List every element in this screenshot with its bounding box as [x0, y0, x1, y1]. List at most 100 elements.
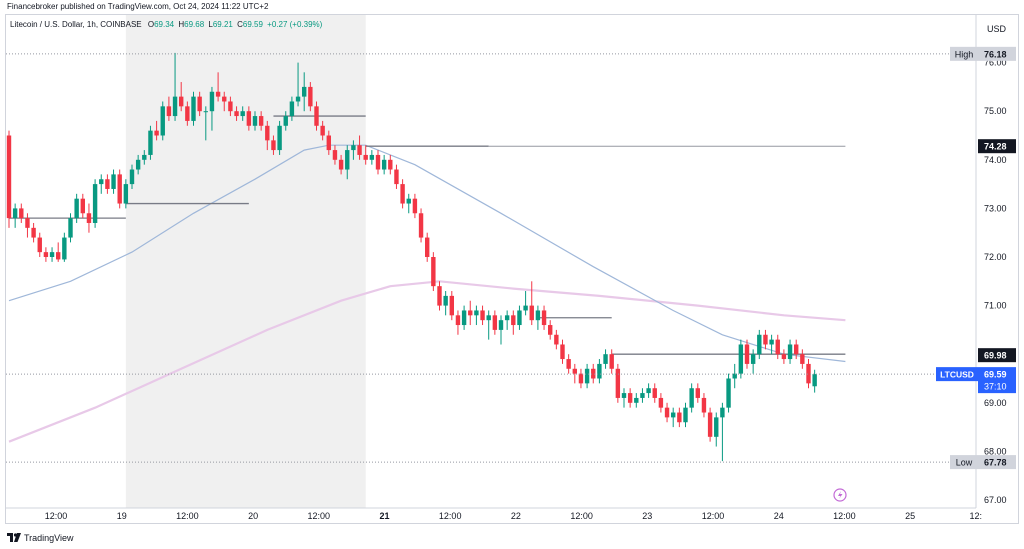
candle-up	[474, 305, 479, 326]
candle-down	[375, 150, 381, 175]
candle-down	[117, 169, 122, 209]
candle-body	[148, 130, 153, 155]
x-tick-time-label: 12:00	[833, 511, 856, 521]
candle-body	[265, 125, 270, 141]
candle-body	[695, 388, 700, 398]
candle-body	[750, 354, 756, 364]
candle-body	[246, 111, 252, 126]
candle-body	[437, 286, 442, 306]
tradingview-brand-label: TradingView	[24, 533, 74, 543]
candle-up	[443, 291, 448, 316]
candle-up	[498, 315, 504, 345]
change-value: +0.27 (+0.39%)	[267, 20, 323, 29]
candle-body	[517, 310, 522, 326]
candle-body	[394, 169, 399, 185]
candle-up	[172, 52, 178, 121]
candle-down	[511, 310, 516, 335]
candle-body	[277, 125, 282, 151]
candle-down	[794, 339, 799, 360]
candle-body	[302, 86, 307, 97]
candle-up	[160, 101, 165, 141]
candle-body	[480, 310, 485, 321]
candle-body	[6, 135, 12, 219]
x-tick-time-label: 12:00	[308, 511, 331, 521]
candle-down	[609, 349, 614, 374]
candle-down	[86, 203, 92, 233]
low-tag-value: 67.78	[984, 458, 1007, 468]
candle-body	[92, 184, 98, 223]
candle-down	[480, 305, 485, 326]
candle-body	[504, 315, 510, 321]
candle-body	[418, 213, 424, 238]
candles	[6, 52, 817, 462]
x-axis-ticks: 12:00 19 12:00 20 12:00 21 12:00 22 12:00 23 12:00…	[45, 511, 982, 521]
candle-down	[418, 208, 424, 243]
candle-up	[603, 349, 608, 369]
candle-body	[271, 140, 276, 151]
candle-body	[351, 145, 356, 151]
candle-up	[68, 213, 73, 243]
y-tick-label: 68.00	[984, 446, 1007, 456]
candle-body	[455, 315, 461, 326]
candle-body	[763, 334, 768, 345]
candle-body	[468, 310, 473, 316]
candle-down	[197, 91, 202, 117]
candle-up	[504, 310, 510, 330]
candle-down	[326, 130, 331, 155]
candle-down	[37, 232, 42, 257]
candle-body	[707, 412, 713, 437]
x-tick-time-label: 12:00	[570, 511, 593, 521]
candle-up	[209, 86, 215, 131]
candle-down	[455, 310, 461, 335]
ma-slow-line	[8, 280, 846, 443]
candle-body	[720, 407, 725, 418]
candle-body	[166, 106, 172, 117]
candle-body	[19, 208, 24, 219]
x-tick-day-label: 25	[905, 511, 915, 521]
candle-body	[179, 96, 184, 107]
candle-body	[222, 96, 227, 102]
candle-body	[123, 184, 129, 204]
candle-up	[517, 305, 522, 330]
candle-body	[185, 106, 190, 121]
symbol-title: Litecoin / U.S. Dollar, 1h, COINBASE	[10, 20, 142, 29]
candle-body	[775, 339, 780, 355]
candle-down	[566, 354, 571, 374]
candle-down	[572, 363, 577, 384]
candle-up	[62, 232, 67, 262]
candle-body	[714, 417, 719, 437]
candle-up	[732, 363, 737, 389]
countdown-value: 37:10	[984, 382, 1007, 392]
tradingview-brand[interactable]: TradingView	[7, 533, 74, 543]
candle-body	[554, 334, 559, 345]
candle-down	[412, 193, 418, 219]
candle-up	[135, 154, 141, 175]
candle-body	[37, 237, 42, 253]
candle-body	[154, 130, 159, 136]
candle-body	[812, 374, 817, 387]
candle-body	[800, 354, 805, 364]
alert-icon[interactable]	[833, 488, 847, 502]
candle-down	[308, 82, 313, 112]
candle-down	[19, 203, 24, 223]
symbol-box	[936, 367, 978, 382]
candle-body	[461, 310, 467, 326]
candle-body	[738, 344, 744, 374]
x-tick-time-label: 12:	[970, 511, 983, 521]
candle-body	[12, 208, 18, 219]
candle-body	[338, 159, 344, 170]
candle-body	[31, 227, 36, 238]
candle-down	[80, 193, 85, 219]
candle-body	[86, 213, 92, 223]
candle-down	[578, 368, 584, 389]
candle-body	[56, 252, 61, 260]
candle-down	[105, 174, 110, 194]
x-tick-day-label: 22	[511, 511, 521, 521]
candle-body	[634, 397, 639, 403]
candle-down	[652, 383, 657, 403]
y-tick-label: 76.00	[984, 58, 1007, 68]
candle-body	[25, 218, 30, 228]
y-tick-label: 75.00	[984, 106, 1007, 116]
candle-down	[763, 329, 768, 350]
